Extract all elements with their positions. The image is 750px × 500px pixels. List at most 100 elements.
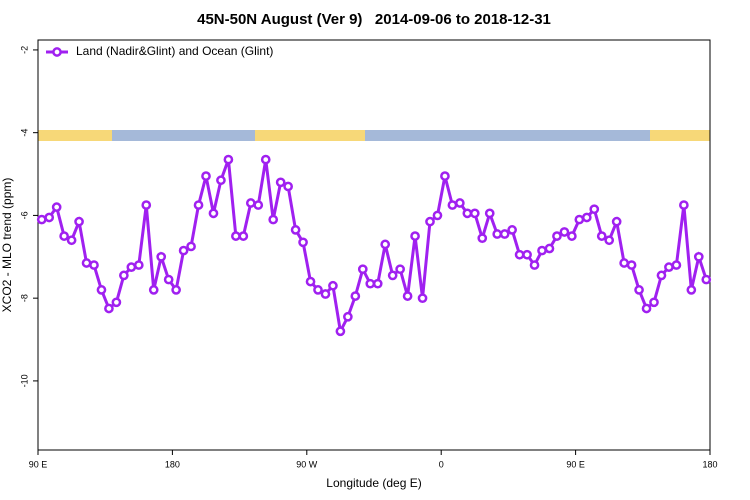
data-point [634, 285, 644, 295]
data-point [425, 216, 435, 227]
data-point [656, 270, 667, 281]
data-point [253, 200, 264, 210]
data-point [664, 262, 674, 272]
series-line [41, 159, 708, 336]
data-point [604, 235, 615, 246]
data-point [462, 208, 473, 219]
data-point [238, 231, 249, 241]
data-point [216, 175, 226, 186]
data-point [245, 198, 256, 208]
data-point [641, 303, 652, 314]
data-point [402, 291, 413, 301]
land-ocean-strip [38, 130, 710, 141]
data-point [537, 245, 547, 256]
data-point [335, 326, 346, 337]
data-point [522, 249, 532, 260]
data-point [260, 154, 271, 165]
y-tick-label: -2 [19, 46, 29, 54]
data-point [44, 212, 55, 223]
data-point [574, 214, 585, 225]
data-point [469, 208, 480, 219]
data-point [313, 285, 323, 295]
data-point [320, 289, 331, 299]
x-tick-label: 0 [439, 459, 444, 469]
land [650, 130, 710, 141]
data-point [552, 231, 562, 241]
data-point [283, 181, 293, 192]
data-point [66, 235, 77, 246]
data-point [671, 260, 682, 270]
data-point [611, 216, 622, 227]
data-point [626, 260, 637, 270]
x-axis-label: Longitude (deg E) [326, 476, 421, 490]
data-point [81, 258, 92, 268]
data-point [148, 285, 159, 295]
data-point [387, 270, 398, 281]
data-point [290, 225, 301, 235]
plot-frame [37, 39, 711, 451]
data-point [328, 280, 338, 291]
data-point [126, 262, 137, 272]
legend-label: Land (Nadir&Glint) and Ocean (Glint) [76, 44, 273, 58]
data-point [163, 274, 174, 285]
data-point [380, 239, 391, 250]
data-point [231, 231, 241, 241]
data-point [59, 231, 69, 241]
data-point [447, 200, 458, 210]
data-point [492, 229, 503, 239]
data-point [507, 225, 517, 235]
y-tick-label: -6 [19, 211, 29, 219]
y-axis-label: XCO2 - MLO trend (ppm) [0, 178, 14, 313]
data-point [223, 154, 234, 165]
x-tick-label: 180 [165, 459, 180, 469]
data-point [581, 212, 592, 223]
data-point [484, 208, 495, 219]
data-point [417, 293, 428, 304]
data-point [275, 177, 286, 188]
y-tick-label: -8 [19, 294, 29, 302]
data-point [365, 278, 376, 289]
x-tick-label: 90 E [29, 459, 48, 469]
data-point [96, 285, 107, 295]
data-point [350, 291, 361, 301]
data-point [410, 231, 420, 241]
data-point [544, 243, 555, 254]
x-tick-label: 180 [702, 459, 717, 469]
data-point [156, 251, 167, 262]
data-point [589, 204, 600, 215]
data-point [133, 260, 144, 270]
data-point [193, 200, 204, 210]
land [255, 130, 365, 141]
data-point [432, 210, 443, 221]
data-point [619, 258, 629, 268]
data-point [455, 198, 465, 208]
y-tick-label: -4 [19, 129, 29, 137]
data-point [693, 251, 704, 262]
data-point [305, 276, 316, 287]
x-tick-label: 90 E [566, 459, 585, 469]
land [38, 130, 112, 141]
data-point [201, 171, 211, 181]
data-point [679, 200, 689, 210]
data-point [357, 264, 368, 275]
data-point [36, 214, 47, 225]
data-point [372, 278, 383, 289]
data-point [499, 229, 510, 239]
legend-marker [52, 47, 62, 57]
data-point [701, 274, 712, 285]
data-point [268, 214, 279, 225]
data-point [186, 241, 196, 252]
data-point [298, 237, 308, 248]
data-point [649, 297, 659, 308]
y-tick-label: -10 [19, 374, 29, 387]
ocean [365, 130, 650, 141]
data-point [529, 260, 540, 270]
data-point [119, 270, 129, 281]
data-point [104, 303, 114, 314]
data-point [596, 231, 607, 241]
data-point [559, 227, 570, 237]
x-tick-label: 90 W [296, 459, 318, 469]
data-point [74, 216, 84, 227]
data-point [686, 285, 697, 295]
